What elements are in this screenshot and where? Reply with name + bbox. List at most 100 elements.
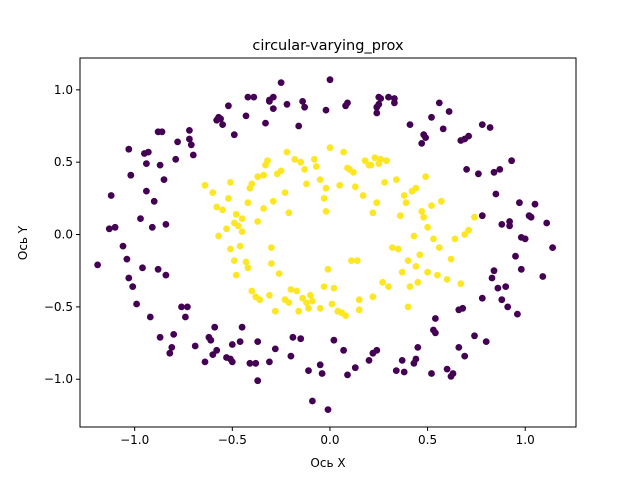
scatter-point	[297, 158, 305, 166]
scatter-point	[330, 284, 338, 292]
scatter-point	[443, 365, 451, 373]
scatter-point	[447, 255, 455, 263]
scatter-point	[320, 283, 328, 290]
scatter-point	[289, 333, 297, 341]
scatter-point	[209, 189, 217, 197]
scatter-point	[283, 148, 291, 156]
scatter-point	[228, 358, 236, 366]
scatter-point	[225, 102, 232, 110]
scatter-point	[383, 157, 390, 165]
scatter-point	[418, 140, 426, 147]
scatter-point	[428, 113, 435, 121]
scatter-point	[111, 223, 119, 231]
x-tick-label: −1.0	[120, 433, 149, 447]
scatter-point	[228, 341, 236, 348]
scatter-point	[201, 181, 209, 189]
scatter-point	[381, 179, 388, 186]
scatter-point	[172, 155, 180, 163]
scatter-point	[227, 245, 234, 253]
scatter-point	[277, 167, 285, 175]
scatter-point	[144, 148, 152, 156]
scatter-point	[490, 267, 498, 275]
scatter-point	[299, 98, 306, 105]
scatter-point	[324, 406, 332, 413]
scatter-point	[406, 283, 414, 290]
scatter-point	[432, 329, 439, 337]
scatter-point	[242, 258, 250, 266]
scatter-point	[287, 286, 295, 293]
scatter-point	[252, 359, 260, 367]
scatter-point	[371, 154, 379, 162]
scatter-point	[348, 257, 355, 264]
scatter-point	[125, 274, 133, 282]
scatter-point	[310, 155, 318, 163]
scatter-point	[351, 183, 359, 191]
scatter-point	[119, 242, 127, 250]
scatter-point	[271, 345, 279, 353]
scatter-point	[361, 157, 369, 165]
scatter-point	[527, 213, 535, 221]
points-layer	[94, 76, 556, 413]
scatter-point	[174, 138, 182, 146]
scatter-point	[412, 184, 420, 192]
scatter-point	[269, 93, 277, 101]
scatter-point	[320, 195, 328, 202]
scatter-point	[213, 203, 221, 211]
scatter-point	[269, 105, 277, 112]
scatter-point	[355, 296, 363, 304]
scatter-point	[148, 223, 156, 231]
scatter-point	[285, 299, 293, 306]
scatter-point	[234, 222, 242, 230]
scatter-point	[373, 346, 381, 354]
scatter-point	[322, 106, 330, 114]
scatter-point	[439, 125, 447, 133]
scatter-point	[133, 300, 141, 308]
y-tick-label: 0.0	[54, 228, 73, 242]
scatter-point	[248, 180, 256, 188]
scatter-point	[191, 342, 199, 350]
scatter-point	[471, 213, 478, 221]
scatter-point	[422, 173, 429, 181]
scatter-point	[344, 371, 351, 379]
scatter-point	[326, 144, 334, 152]
scatter-point	[217, 115, 225, 123]
scatter-point	[238, 228, 246, 236]
scatter-point	[340, 346, 347, 354]
scatter-point	[490, 168, 498, 176]
scatter-point	[486, 124, 494, 131]
scatter-point	[260, 171, 267, 179]
scatter-point	[400, 192, 408, 199]
scatter-point	[517, 265, 525, 273]
scatter-point	[160, 176, 168, 184]
y-tick-label: 1.0	[54, 83, 73, 97]
scatter-point	[424, 223, 431, 231]
scatter-point	[170, 331, 178, 338]
scatter-point	[471, 332, 478, 340]
scatter-point	[182, 313, 189, 321]
scatter-point	[385, 93, 392, 101]
scatter-point	[184, 303, 191, 311]
scatter-point	[281, 189, 289, 197]
scatter-point	[478, 294, 486, 302]
scatter-point	[125, 145, 133, 153]
scatter-point	[389, 244, 396, 252]
scatter-point	[189, 151, 197, 159]
scatter-point	[459, 304, 467, 312]
scatter-point	[316, 176, 324, 184]
scatter-point	[514, 310, 521, 318]
x-tick-label: 1.0	[516, 433, 535, 447]
scatter-point	[404, 303, 412, 311]
scatter-point	[443, 276, 451, 283]
scatter-point	[303, 299, 310, 306]
scatter-point	[435, 244, 443, 252]
scatter-point	[392, 367, 400, 374]
scatter-point	[244, 199, 252, 207]
scatter-point	[322, 208, 330, 215]
scatter-point	[414, 344, 422, 351]
scatter-point	[178, 303, 185, 311]
scatter-point	[266, 291, 273, 299]
scatter-point	[291, 155, 299, 163]
scatter-point	[498, 296, 506, 304]
x-tick-label: −0.5	[218, 433, 247, 447]
scatter-point	[391, 99, 398, 107]
